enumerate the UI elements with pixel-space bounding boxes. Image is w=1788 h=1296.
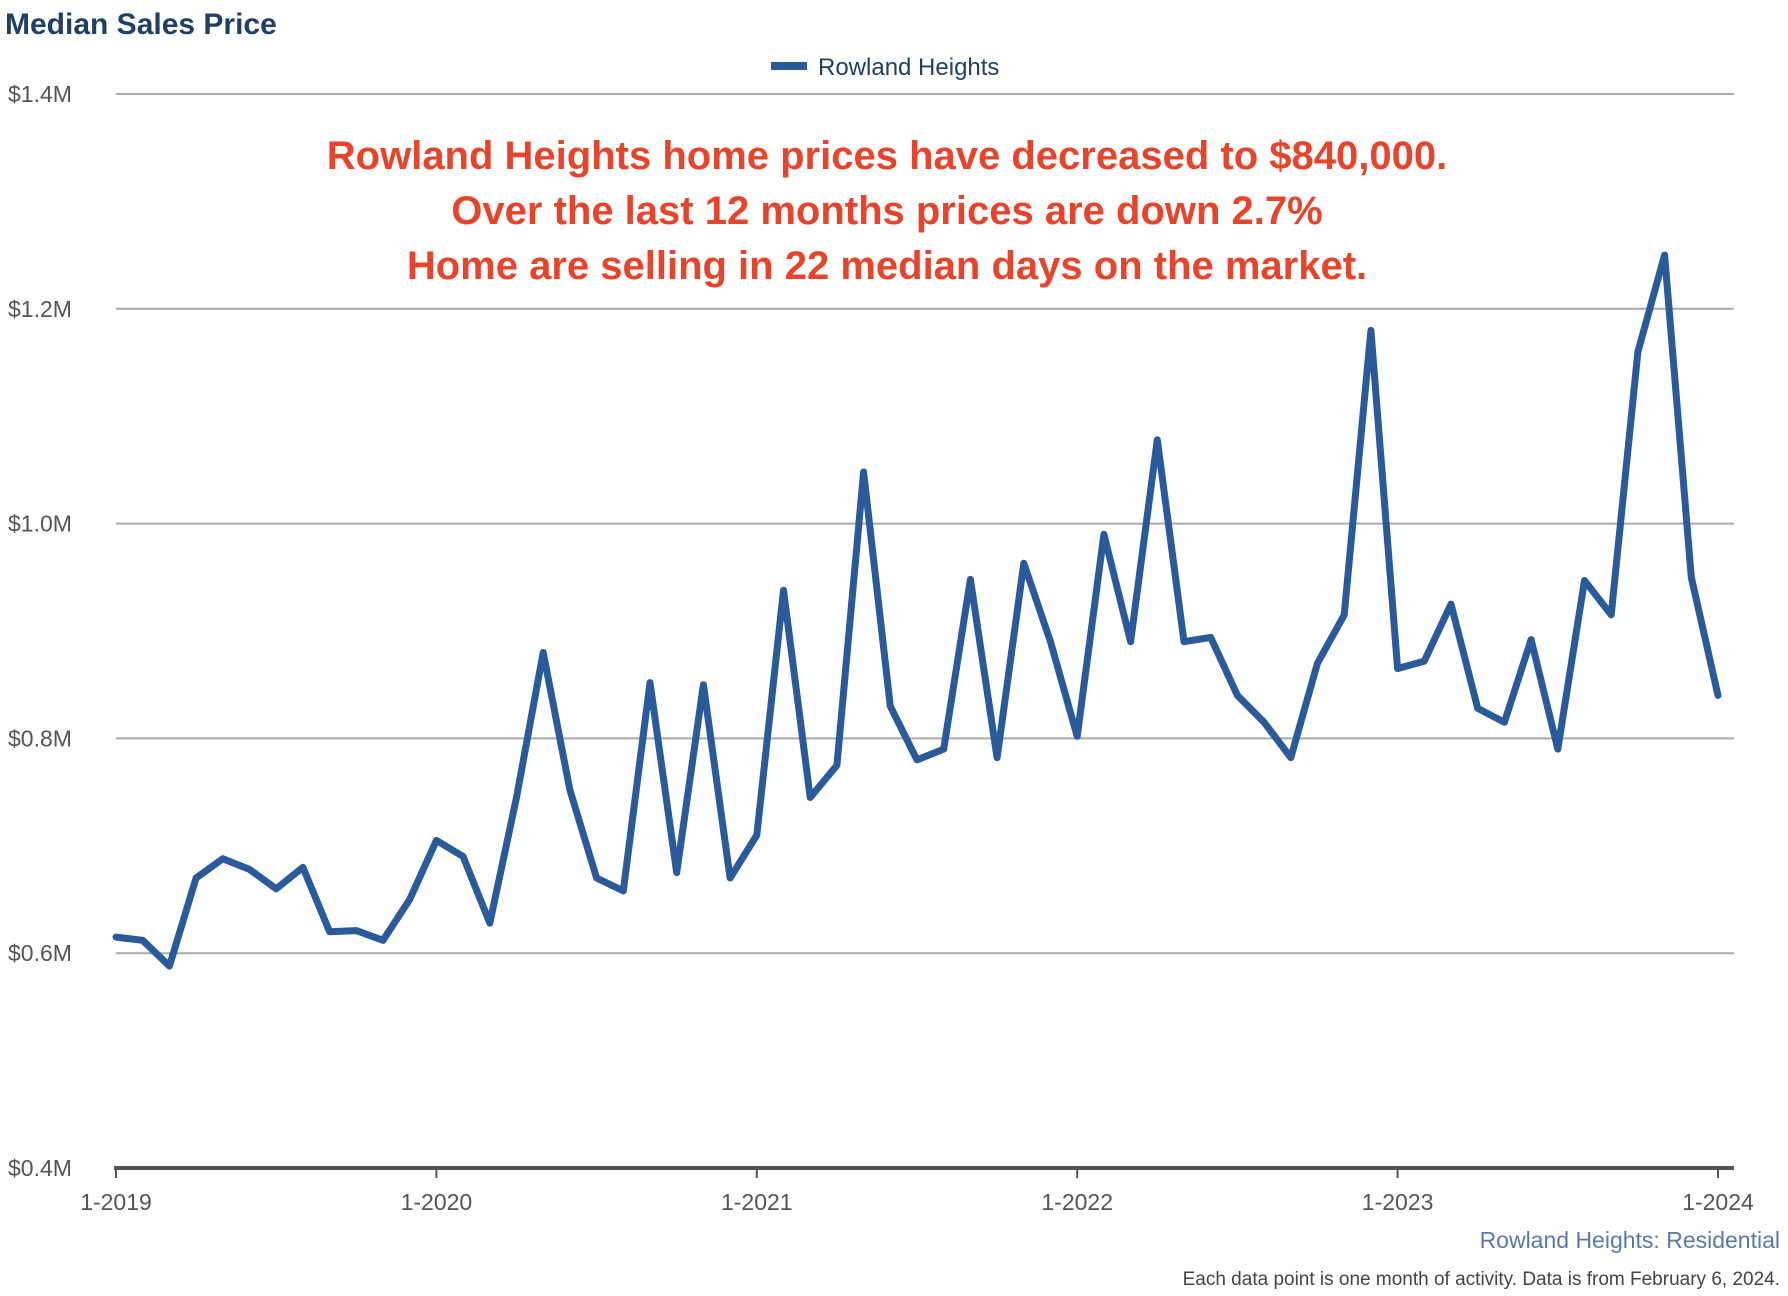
- y-tick-label: $1.2M: [8, 296, 72, 322]
- x-tick-label: 1-2019: [80, 1189, 152, 1215]
- x-tick-label: 1-2020: [401, 1189, 473, 1215]
- legend-swatch-rowland-heights: [771, 62, 807, 70]
- series-line: [112, 251, 1722, 970]
- y-tick-label: $0.8M: [8, 725, 72, 751]
- legend-label-rowland-heights: Rowland Heights: [818, 54, 999, 81]
- x-tick-label: 1-2022: [1041, 1189, 1113, 1215]
- y-tick-label: $1.4M: [8, 81, 72, 107]
- source-label: Rowland Heights: Residential: [1480, 1227, 1780, 1253]
- x-tick-label: 1-2021: [721, 1189, 793, 1215]
- x-tick-label: 1-2024: [1682, 1189, 1754, 1215]
- gridlines: [116, 93, 1734, 955]
- chart-title: Median Sales Price: [5, 8, 277, 41]
- annotation-line-3: Home are selling in 22 median days on th…: [407, 244, 1367, 288]
- y-axis-tick-labels: $0.4M $0.6M $0.8M $1.0M $1.2M $1.4M: [8, 81, 72, 1181]
- legend: Rowland Heights: [771, 54, 999, 81]
- annotation-line-1: Rowland Heights home prices have decreas…: [327, 134, 1447, 178]
- y-tick-label: $1.0M: [8, 511, 72, 537]
- footnote: Each data point is one month of activity…: [1183, 1269, 1780, 1290]
- series-rowland-heights: [112, 251, 1722, 970]
- annotation-line-2: Over the last 12 months prices are down …: [451, 189, 1322, 233]
- y-tick-label: $0.4M: [8, 1155, 72, 1181]
- y-tick-label: $0.6M: [8, 940, 72, 966]
- annotation-block: Rowland Heights home prices have decreas…: [327, 134, 1447, 288]
- x-tick-label: 1-2023: [1362, 1189, 1434, 1215]
- x-axis: 1-2019 1-2020 1-2021 1-2022 1-2023 1-2024: [80, 1166, 1754, 1215]
